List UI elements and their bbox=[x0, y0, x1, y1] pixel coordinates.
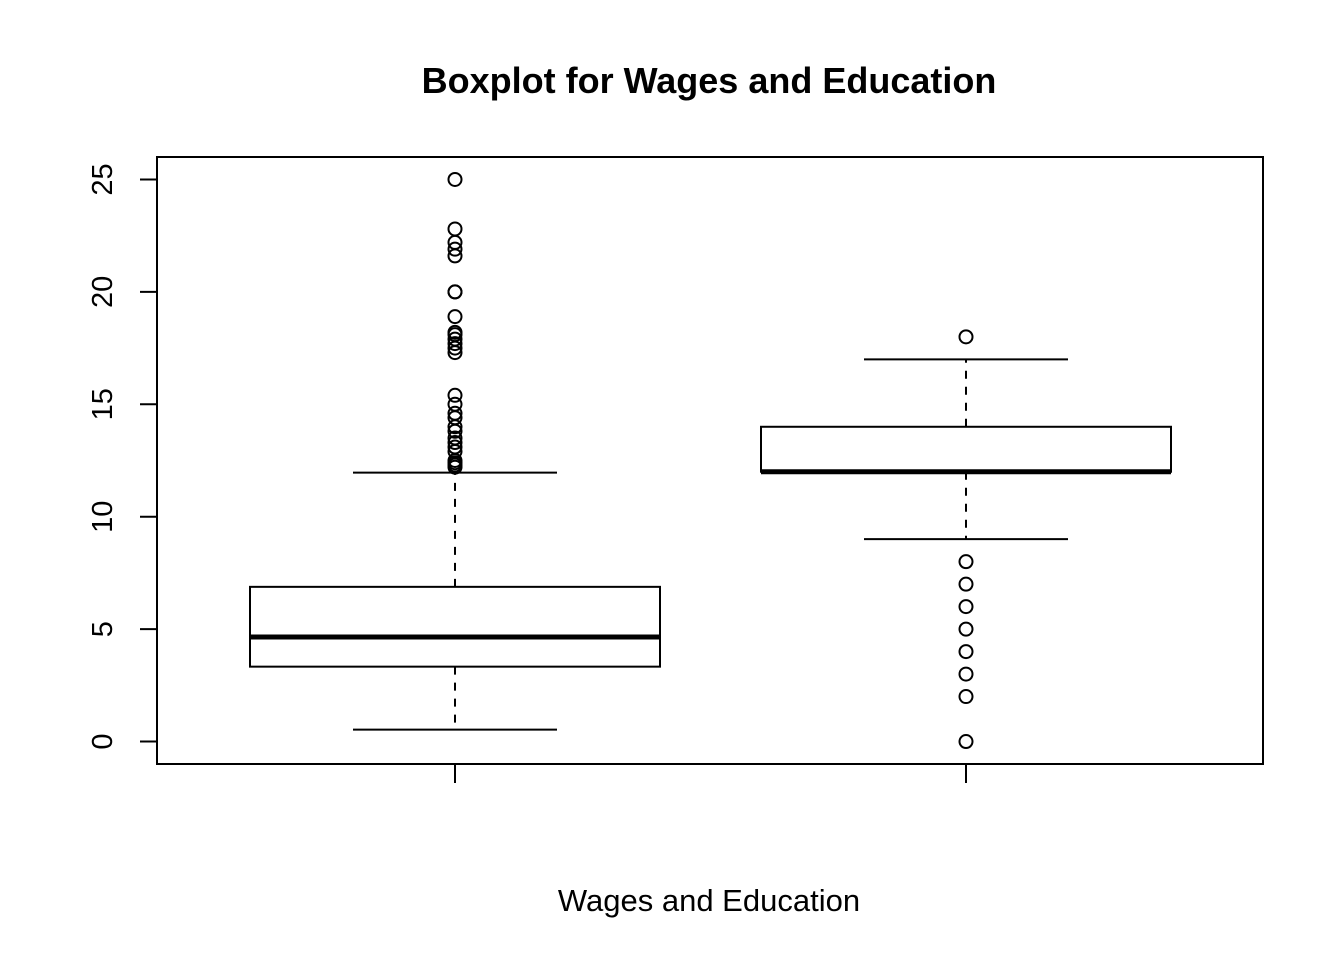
outlier-point bbox=[447, 324, 463, 340]
x-axis-label: Wages and Education bbox=[558, 883, 860, 918]
outlier-point bbox=[958, 599, 974, 615]
outlier-point bbox=[447, 331, 463, 347]
outlier-point bbox=[447, 171, 463, 187]
outlier-point bbox=[447, 435, 463, 451]
box-body bbox=[760, 425, 1172, 473]
box-2 bbox=[760, 329, 1172, 750]
outlier-point bbox=[958, 621, 974, 637]
outlier-point bbox=[447, 336, 463, 352]
y-tick-label-15: 15 bbox=[87, 388, 119, 420]
outlier-point bbox=[447, 387, 463, 403]
y-tick-label-5: 5 bbox=[87, 621, 119, 637]
boxes bbox=[249, 171, 1172, 750]
box-body bbox=[249, 585, 661, 668]
outlier-point bbox=[447, 430, 463, 446]
chart-title: Boxplot for Wages and Education bbox=[422, 60, 997, 101]
outlier-point bbox=[958, 666, 974, 682]
outlier-point bbox=[958, 644, 974, 660]
outlier-point bbox=[958, 329, 974, 345]
y-tick-label-10: 10 bbox=[87, 501, 119, 533]
y-axis: 0 5 10 15 20 25 bbox=[87, 163, 157, 750]
box-1 bbox=[249, 171, 661, 731]
plot-frame bbox=[156, 156, 1264, 765]
outlier-point bbox=[958, 734, 974, 750]
outlier-point bbox=[958, 576, 974, 592]
outlier-point bbox=[447, 284, 463, 300]
outlier-point bbox=[447, 221, 463, 237]
outlier-point bbox=[447, 396, 463, 412]
y-tick-label-0: 0 bbox=[87, 733, 119, 749]
outlier-point bbox=[958, 554, 974, 570]
outlier-point bbox=[447, 439, 463, 455]
x-axis bbox=[454, 764, 967, 783]
y-tick-label-20: 20 bbox=[87, 276, 119, 308]
outlier-point bbox=[447, 405, 463, 421]
outlier-point bbox=[958, 689, 974, 705]
outlier-point bbox=[447, 241, 463, 257]
outlier-point bbox=[447, 309, 463, 325]
y-tick-label-25: 25 bbox=[87, 163, 119, 195]
